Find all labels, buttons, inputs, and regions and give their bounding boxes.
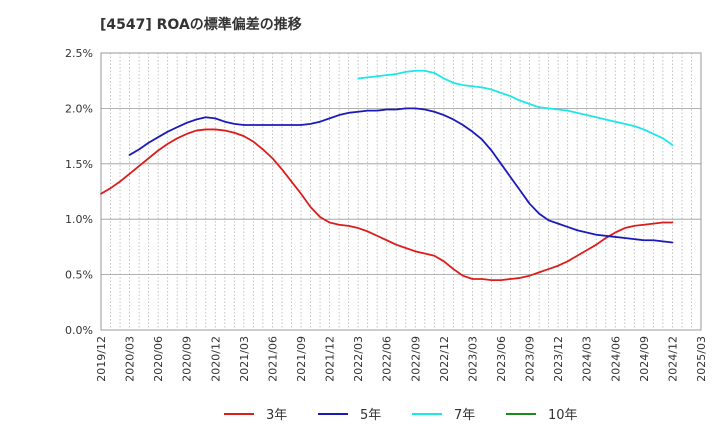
x-tick-label: 2021/12 bbox=[324, 336, 337, 382]
y-tick-label: 1.5% bbox=[65, 158, 93, 171]
series-line-1 bbox=[128, 107, 674, 244]
y-tick-label: 1.0% bbox=[65, 213, 93, 226]
x-tick-label: 2020/12 bbox=[209, 336, 222, 382]
x-tick-label: 2022/09 bbox=[409, 336, 422, 382]
x-tick-label: 2020/03 bbox=[124, 336, 137, 382]
x-tick-label: 2023/09 bbox=[524, 336, 537, 382]
x-tick-label: 2024/09 bbox=[638, 336, 651, 382]
plot-frame bbox=[100, 52, 702, 331]
x-tick-label: 2024/06 bbox=[609, 336, 622, 382]
chart-title: [4547] ROAの標準偏差の推移 bbox=[100, 17, 302, 33]
x-tick-label: 2024/03 bbox=[581, 336, 594, 382]
series-layer bbox=[100, 69, 674, 282]
x-tick-label: 2023/03 bbox=[466, 336, 479, 382]
x-tick-label: 2020/06 bbox=[152, 336, 165, 382]
x-tick-label: 2022/12 bbox=[438, 336, 451, 382]
y-tick-label: 2.0% bbox=[65, 102, 93, 115]
series-line-0 bbox=[100, 128, 674, 282]
x-tick-label: 2021/03 bbox=[238, 336, 251, 382]
legend-label-2: 7年 bbox=[454, 408, 475, 423]
x-tick-label: 2021/06 bbox=[266, 336, 279, 382]
x-tick-label: 2020/09 bbox=[181, 336, 194, 382]
x-tick-label: 2023/12 bbox=[552, 336, 565, 382]
y-tick-label: 2.5% bbox=[65, 47, 93, 60]
x-tick-label: 2022/03 bbox=[352, 336, 365, 382]
x-tick-label: 2019/12 bbox=[95, 336, 108, 382]
x-tick-label: 2023/06 bbox=[495, 336, 508, 382]
legend-label-3: 10年 bbox=[548, 408, 578, 423]
grid-layer bbox=[100, 52, 702, 331]
legend-label-1: 5年 bbox=[360, 408, 381, 423]
x-tick-label: 2024/12 bbox=[666, 336, 679, 382]
legend-label-0: 3年 bbox=[266, 408, 287, 423]
y-tick-label: 0.0% bbox=[65, 324, 93, 337]
axis-layer: 0.0% 0.5% 1.0% 1.5% 2.0% 2.5% 2019/12 2020/03 20… bbox=[65, 47, 708, 382]
legend-layer: 3年 5年 7年 10年 bbox=[224, 408, 578, 423]
x-tick-label: 2022/06 bbox=[381, 336, 394, 382]
x-tick-label: 2021/09 bbox=[295, 336, 308, 382]
series-line-2 bbox=[357, 69, 674, 146]
y-tick-label: 0.5% bbox=[65, 269, 93, 282]
x-tick-label: 2025/03 bbox=[695, 336, 708, 382]
